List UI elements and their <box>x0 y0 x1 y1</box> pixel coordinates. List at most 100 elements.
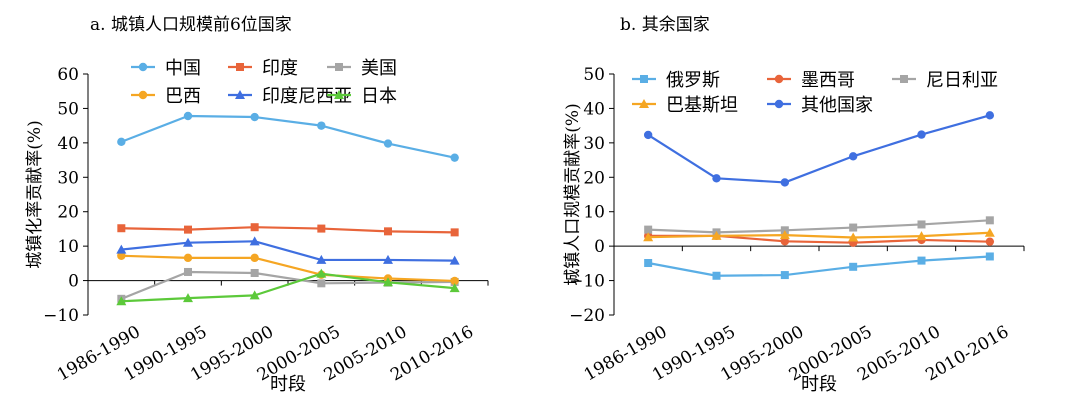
data-point <box>450 276 459 286</box>
legend-label: 美国 <box>361 58 397 79</box>
data-point <box>316 254 327 264</box>
data-point <box>116 296 127 306</box>
data-point <box>644 259 653 268</box>
data-point <box>849 262 858 271</box>
data-point <box>250 268 259 277</box>
data-point <box>116 244 127 254</box>
y-axis-label: 城镇人口规模贡献率(%) <box>563 103 583 285</box>
data-point <box>383 277 393 287</box>
legend-item: 巴基斯坦 <box>632 95 738 116</box>
data-point <box>985 237 995 246</box>
legend-label: 印度尼西亚 <box>262 86 352 107</box>
data-point <box>643 130 653 140</box>
series-中国 <box>117 111 459 162</box>
legend-label: 俄罗斯 <box>666 70 720 91</box>
data-point <box>848 152 858 161</box>
series-line <box>121 272 455 303</box>
data-point <box>117 137 126 147</box>
legend-item: 印度尼西亚 <box>228 86 352 107</box>
series-line <box>121 240 455 262</box>
y-tick-label: 50 <box>583 65 605 85</box>
y-tick-label: 10 <box>583 203 605 223</box>
chart-title: b. 其余国家 <box>620 15 710 35</box>
legend-label: 其他国家 <box>801 95 873 116</box>
chart-panel-b: b. 其余国家−20−10010203040501986-19901990-19… <box>563 15 1025 395</box>
data-point <box>917 256 926 265</box>
data-point <box>712 174 721 183</box>
legend-item: 墨西哥 <box>767 70 855 91</box>
legend-marker <box>138 90 148 100</box>
legend-label: 墨西哥 <box>801 70 855 91</box>
data-point <box>780 271 789 280</box>
data-point <box>849 223 858 232</box>
legend-marker <box>640 75 648 83</box>
legend-item: 俄罗斯 <box>632 70 720 91</box>
data-point <box>985 111 995 120</box>
y-axis-label: 城镇化率贡献率(%) <box>25 120 45 268</box>
y-tick-label: 0 <box>594 237 605 257</box>
data-point <box>985 216 994 225</box>
chart-panel-a: a. 城镇人口规模前6位国家−1001020304050601986-19901… <box>25 15 489 395</box>
y-tick-label: 20 <box>583 168 605 188</box>
legend-item: 美国 <box>327 58 397 79</box>
data-point <box>183 293 193 303</box>
legend-label: 日本 <box>361 86 397 107</box>
series-line <box>121 226 455 234</box>
series-印度尼西亚 <box>116 236 460 265</box>
data-point <box>383 254 393 264</box>
data-point <box>317 121 326 130</box>
y-tick-label: 20 <box>57 203 79 223</box>
y-tick-label: −10 <box>43 306 79 326</box>
data-point <box>184 267 192 276</box>
legend-marker <box>236 63 244 71</box>
data-point <box>117 224 126 233</box>
x-axis-label: 时段 <box>270 374 306 395</box>
series-巴基斯坦 <box>643 227 995 242</box>
data-point <box>779 230 790 240</box>
y-tick-label: 50 <box>57 99 79 119</box>
data-point <box>317 279 326 288</box>
series-line <box>648 231 990 239</box>
data-point <box>316 268 327 278</box>
series-墨西哥 <box>643 231 995 247</box>
data-point <box>711 230 722 240</box>
data-point <box>449 283 460 293</box>
data-point <box>250 223 259 232</box>
data-point <box>643 232 654 242</box>
series-印度 <box>117 223 459 237</box>
series-line <box>647 114 991 184</box>
data-point <box>917 130 926 139</box>
data-point <box>183 237 193 247</box>
data-point <box>917 220 926 229</box>
data-point <box>780 178 790 187</box>
legend-label: 尼日利亚 <box>926 70 998 91</box>
series-俄罗斯 <box>644 252 994 280</box>
data-point <box>450 153 459 162</box>
chart-title: a. 城镇人口规模前6位国家 <box>90 15 292 35</box>
data-point <box>184 225 192 234</box>
y-tick-label: 40 <box>57 134 79 154</box>
series-line <box>648 219 990 234</box>
y-tick-label: 30 <box>583 134 605 154</box>
data-point <box>848 232 859 242</box>
legend-item: 中国 <box>131 58 201 79</box>
data-point <box>250 112 259 122</box>
legend-marker <box>138 62 148 72</box>
legend-item: 尼日利亚 <box>892 70 998 91</box>
data-point <box>984 227 995 237</box>
series-line <box>120 114 455 159</box>
legend-item: 其他国家 <box>767 95 873 116</box>
data-point <box>383 139 393 148</box>
data-point <box>183 253 193 263</box>
data-point <box>450 228 459 237</box>
data-point <box>249 236 260 246</box>
legend-item: 印度 <box>228 58 298 79</box>
legend-label: 巴基斯坦 <box>666 95 738 116</box>
legend-marker <box>639 99 649 108</box>
series-line <box>121 254 455 283</box>
series-日本 <box>116 268 460 306</box>
data-point <box>384 227 392 236</box>
